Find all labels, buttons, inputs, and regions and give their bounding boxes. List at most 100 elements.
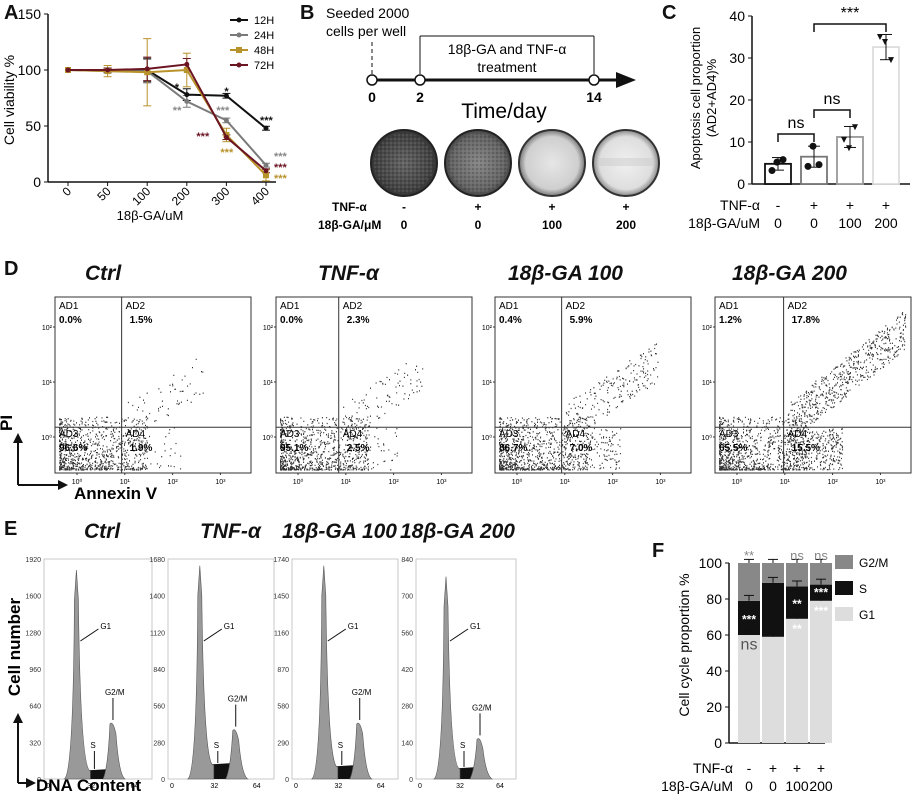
cycle-x-tick-label: 32	[211, 783, 219, 790]
pi-label: PI	[0, 415, 16, 431]
panel-f-bar-g1	[762, 636, 784, 743]
flow-y-tick-label: 10⁰	[41, 434, 52, 442]
panel-a-legend-label: 24H	[254, 30, 274, 42]
flow-y-tick-label: 10¹	[482, 380, 493, 387]
panel-f-ytick-label: 20	[706, 699, 722, 715]
panel-f-ga-value: 0	[769, 778, 777, 794]
timeline-tick-2: 2	[416, 89, 424, 105]
pi-arrow-icon	[13, 433, 23, 443]
panel-f-ytick-label: 40	[706, 663, 722, 679]
flow-title-ga200: 18β-GA 200	[732, 262, 847, 285]
cell-number-label: Cell number	[5, 598, 24, 697]
panel-a-point	[183, 67, 190, 73]
flow-quad-name-ad1: AD1	[499, 301, 519, 312]
panel-b-tnf-4: +	[622, 200, 629, 214]
annexin-label: Annexin V	[74, 484, 158, 503]
cycle-g2m-label: G2/M	[472, 703, 492, 712]
flow-y-tick-label: 10⁰	[481, 434, 492, 442]
panel-f-legend-label: S	[859, 582, 867, 596]
cycle-title-ga100: 18β-GA 100	[282, 520, 397, 543]
cycle-x-tick-label: 32	[456, 783, 464, 790]
panel-c-stars-label: ***	[841, 5, 860, 22]
panel-c-data-point	[779, 156, 787, 164]
cycle-y-tick-label: 0	[409, 777, 413, 784]
panel-label-d: D	[4, 258, 19, 280]
flow-x-tick-label: 10⁰	[72, 478, 83, 486]
cycle-plot-frame	[415, 558, 517, 780]
cycle-g1-arrow	[449, 628, 469, 642]
flow-quad-value-ad4: 1.9%	[130, 443, 153, 454]
panel-f-legend-swatch	[835, 607, 853, 621]
cycle-y-tick-label: 700	[401, 594, 413, 601]
panel-a-point	[263, 162, 269, 168]
panel-f-bar-s	[786, 586, 808, 619]
flow-quad-name-ad1: AD1	[280, 301, 300, 312]
panel-a-xtick-label: 0	[59, 184, 74, 199]
flow-quad-value-ad2: 2.3%	[347, 315, 370, 326]
cycle-x-tick-label: 64	[496, 783, 504, 790]
cycle-g2m-label: G2/M	[352, 688, 372, 697]
seeded-text-2: cells per well	[326, 23, 406, 39]
treatment-text-2: treatment	[477, 59, 536, 75]
panel-f-ytick-label: 0	[714, 735, 722, 751]
panel-c-ns2-label: ns	[824, 91, 841, 108]
panel-c-data-point	[888, 57, 894, 64]
flow-quad-name-ad3: AD3	[280, 429, 300, 440]
panel-a-legend-label: 12H	[254, 15, 274, 27]
panel-c-ns2-bracket	[813, 109, 851, 118]
seeded-text: Seeded 2000	[326, 5, 410, 21]
flow-y-tick-label: 10⁰	[262, 434, 273, 442]
colony-well-3	[518, 129, 586, 197]
flow-quad-name-ad3: AD3	[499, 429, 519, 440]
flow-quad-value-ad3: 95.1%	[280, 443, 308, 454]
panel-f-bar-s	[762, 582, 784, 637]
panel-a-xtick-label: 50	[94, 184, 114, 204]
flow-title-ga100: 18β-GA 100	[508, 262, 623, 285]
panel-f-bar-s	[810, 584, 832, 601]
cycle-s-label: S	[460, 741, 465, 750]
panel-a-significance: ***	[274, 151, 288, 163]
panel-f-legend-label: G1	[859, 608, 875, 622]
cycle-g1-label: G1	[100, 622, 111, 631]
cycle-y-tick-label: 0	[161, 777, 165, 784]
panel-a-significance: **	[173, 105, 182, 117]
panel-b-ga-1: 0	[401, 218, 408, 232]
panel-c-ytick-label: 30	[729, 50, 745, 66]
cycle-y-tick-label: 840	[153, 667, 165, 674]
panel-a-xtick-label: 200	[169, 184, 193, 208]
panel-f-sig-top: ns	[790, 548, 804, 563]
panel-a-ytick-label: 0	[33, 174, 41, 190]
cycle-title-ctrl: Ctrl	[84, 520, 121, 543]
flow-quad-name-ad4: AD4	[566, 429, 586, 440]
cycle-g2m-peak	[225, 729, 249, 780]
flow-x-tick-label: 10⁰	[512, 478, 523, 486]
panel-a-point	[184, 61, 190, 67]
panel-c-tnf-label: TNF-α	[720, 197, 760, 213]
flow-y-tick-label: 10¹	[42, 380, 53, 387]
panel-c-tnf-value: +	[810, 197, 818, 213]
panel-c-tnf-value: +	[882, 197, 890, 213]
panel-a-ytick-label: 150	[18, 6, 42, 22]
panel-a-ylabel: Cell viability %	[1, 55, 17, 145]
flow-quad-name-ad2: AD2	[788, 301, 808, 312]
cycle-g2m-peak	[349, 722, 373, 780]
flow-y-tick-label: 10²	[702, 325, 713, 332]
cycle-y-tick-label: 1400	[149, 594, 165, 601]
cycle-x-tick-label: 0	[418, 783, 422, 790]
cycle-x-tick-label: 0	[46, 783, 50, 790]
panel-f-sig-top: ns	[814, 548, 828, 563]
panel-a-significance: ***	[220, 147, 234, 159]
cycle-y-tick-label: 560	[401, 630, 413, 637]
panel-label-a: A	[4, 2, 19, 24]
panel-a-point	[144, 66, 150, 72]
flow-x-tick-label: 10²	[168, 479, 179, 486]
panel-a-point	[184, 92, 190, 98]
panel-c-data-point	[882, 39, 888, 46]
cycle-g1-peak	[186, 565, 215, 780]
panel-a-series-line-72h	[68, 63, 267, 172]
panel-a-series-line-24h	[67, 69, 267, 166]
cycle-y-tick-label: 320	[29, 740, 41, 747]
panel-a-point	[263, 125, 269, 131]
timeline-arrow-icon	[616, 72, 636, 88]
